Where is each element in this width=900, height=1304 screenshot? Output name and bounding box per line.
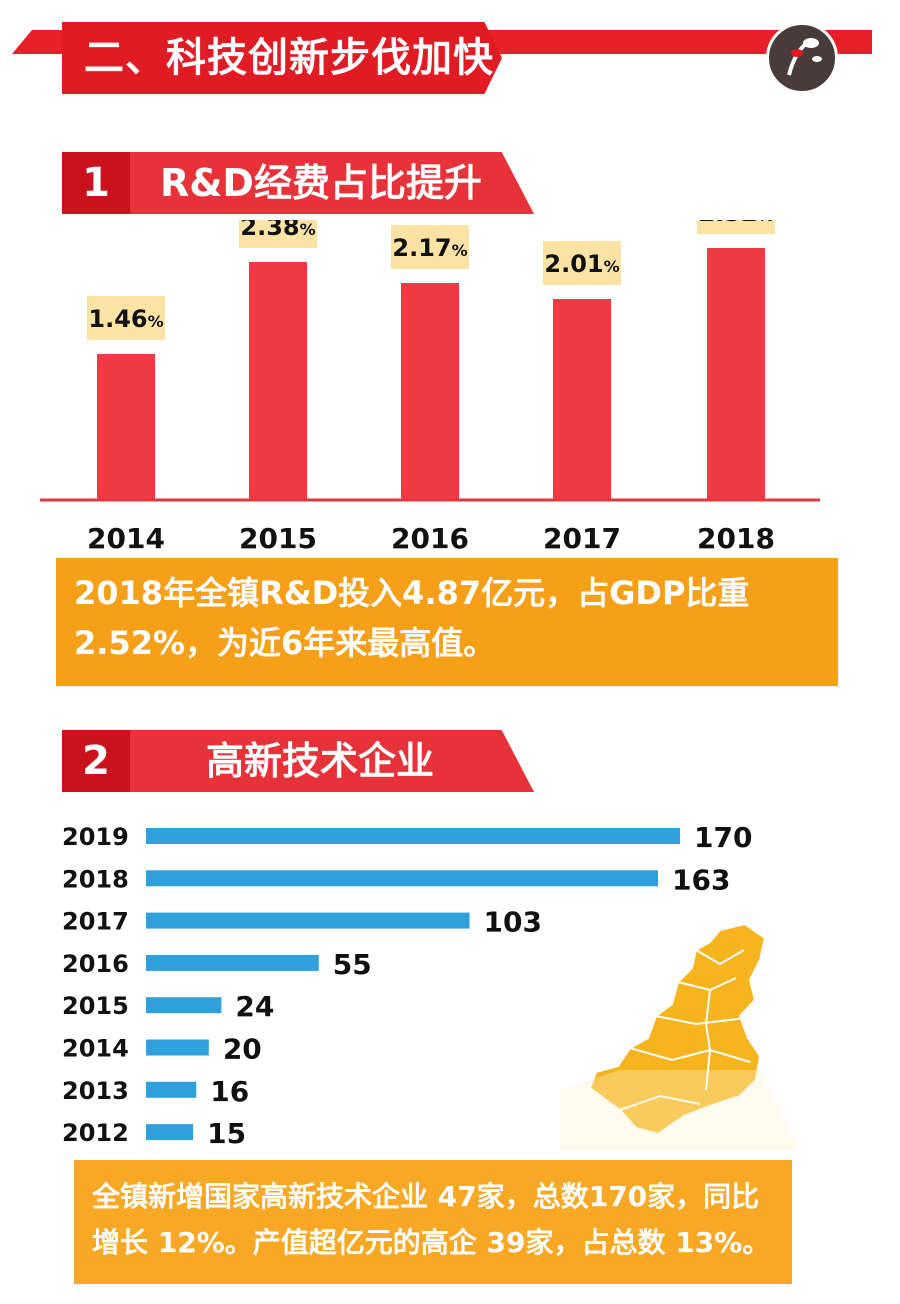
bar-2015 bbox=[249, 262, 307, 500]
section1-info-line1: 2018年全镇R&D投入4.87亿元，占GDP比重 bbox=[74, 574, 750, 612]
page-title: 二、科技创新步伐加快 bbox=[84, 35, 494, 81]
section2-info-line1: 全镇新增国家高新技术企业 47家，总数170家，同比 bbox=[92, 1180, 760, 1213]
hbar-year-2017: 2017 bbox=[62, 908, 129, 936]
section1-header bbox=[130, 152, 534, 214]
bar-2016 bbox=[401, 283, 459, 500]
year-label-2014: 2014 bbox=[87, 522, 165, 555]
section2-title: 高新技术企业 bbox=[206, 739, 435, 783]
value-label-bg bbox=[391, 225, 469, 269]
value-label-2016: 2.17% bbox=[392, 234, 467, 262]
section1-number: 1 bbox=[62, 152, 130, 214]
rd-ratio-chart: 1.46% 2.38% 2.17% 2.01% 2.52% 2014 2015 2016 20… bbox=[40, 220, 820, 555]
section2-number: 2 bbox=[62, 730, 130, 792]
hbar-value-2013: 16 bbox=[210, 1075, 249, 1108]
hbar-value-2016: 55 bbox=[333, 948, 372, 981]
hbar-2018 bbox=[146, 870, 659, 887]
top-banner bbox=[62, 22, 502, 94]
value-label-2014: 1.46% bbox=[88, 305, 163, 333]
section2-info-line2: 增长 12%。产值超亿元的高企 39家，占总数 13%。 bbox=[92, 1226, 771, 1259]
value-label-bg bbox=[697, 220, 775, 234]
hbar-year-2018: 2018 bbox=[62, 865, 129, 893]
hbar-year-2019: 2019 bbox=[62, 823, 129, 851]
hbar-year-2013: 2013 bbox=[62, 1077, 129, 1105]
hbar-value-2019: 170 bbox=[694, 821, 752, 854]
bar-2018 bbox=[707, 248, 765, 500]
year-label-2016: 2016 bbox=[391, 522, 469, 555]
value-label-2015: 2.38% bbox=[240, 220, 315, 241]
hbar-year-2016: 2016 bbox=[62, 950, 129, 978]
section2-header bbox=[130, 730, 534, 792]
hbar-value-2015: 24 bbox=[235, 990, 274, 1023]
section2-info-box: 全镇新增国家高新技术企业 47家，总数170家，同比 增长 12%。产值超亿元的… bbox=[74, 1160, 792, 1284]
hbar-2012 bbox=[146, 1124, 194, 1141]
hbar-year-2012: 2012 bbox=[62, 1119, 129, 1147]
hbar-2019 bbox=[146, 828, 680, 844]
logo-icon bbox=[766, 22, 838, 94]
value-label-2017: 2.01% bbox=[544, 250, 619, 278]
section1-info-line2: 2.52%，为近6年来最高值。 bbox=[74, 624, 496, 662]
year-label-2018: 2018 bbox=[697, 522, 775, 555]
section1-title: R&D经费占比提升 bbox=[160, 161, 482, 205]
year-label-2015: 2015 bbox=[239, 522, 317, 555]
value-label-bg bbox=[87, 296, 165, 340]
hbar-value-2017: 103 bbox=[484, 906, 542, 939]
value-label-2018: 2.52% bbox=[698, 220, 773, 227]
bar-2014 bbox=[97, 354, 155, 500]
year-label-2017: 2017 bbox=[543, 522, 621, 555]
hbar-2016 bbox=[146, 954, 319, 971]
hbar-2015 bbox=[146, 997, 222, 1014]
town-map-icon bbox=[560, 922, 800, 1150]
bar-2017 bbox=[553, 299, 611, 500]
hbar-value-2012: 15 bbox=[207, 1117, 246, 1150]
hbar-value-2018: 163 bbox=[672, 863, 730, 896]
hbar-2014 bbox=[146, 1039, 209, 1056]
section1-info-box: 2018年全镇R&D投入4.87亿元，占GDP比重 2.52%，为近6年来最高值… bbox=[56, 558, 838, 686]
hbar-year-2015: 2015 bbox=[62, 992, 129, 1020]
hbar-year-2014: 2014 bbox=[62, 1035, 129, 1063]
value-label-bg bbox=[543, 241, 621, 285]
value-label-bg bbox=[239, 220, 317, 248]
hbar-2013 bbox=[146, 1081, 197, 1098]
hbar-value-2014: 20 bbox=[223, 1033, 262, 1066]
hbar-2017 bbox=[146, 912, 470, 929]
hitech-enterprise-chart: 2019 170 2018 163 2017 103 2016 55 2015 24 2014 20 2… bbox=[62, 821, 752, 1150]
